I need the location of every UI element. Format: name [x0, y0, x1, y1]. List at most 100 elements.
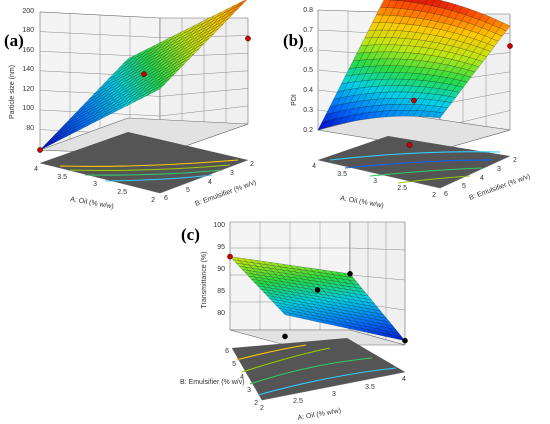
panel-c-z-tick: 90 — [217, 266, 225, 273]
panel-b-x-tick: 3.5 — [337, 171, 347, 178]
panel-a-z-tick: 140 — [22, 66, 34, 73]
panel-b-y-ticks: 6 5 4 3 2 — [444, 157, 517, 198]
panel-c-design-point — [402, 337, 408, 344]
panel-c-y-tick: 4 — [240, 374, 244, 381]
panel-b-z-axis-label: PDI — [291, 94, 298, 106]
panel-a-floor-contour-region — [40, 132, 248, 193]
panel-c-x-ticks: 2 2.5 3 3.5 4 — [260, 376, 406, 412]
panel-c-x-tick: 2 — [260, 405, 264, 412]
panel-b-x-tick: 3 — [373, 178, 377, 185]
panel-c-z-tick: 80 — [217, 310, 225, 317]
panel-a-z-tick: 200 — [22, 8, 34, 15]
panel-a-z-tick: 180 — [22, 27, 34, 34]
panel-a-x-tick: 3.5 — [57, 174, 67, 181]
panel-a-x-ticks: 4 3.5 3 2.5 2 — [34, 166, 155, 204]
panel-c-design-points — [227, 253, 408, 344]
panel-c-y-tick: 3 — [247, 387, 251, 394]
panel-a-x-tick: 4 — [34, 166, 38, 173]
panel-c-design-point — [282, 333, 288, 340]
panel-a-design-point — [245, 35, 251, 42]
panel-c-floor — [229, 329, 406, 346]
panel-c-floor-contours — [235, 344, 397, 396]
panel-b-z-tick: 0.2 — [303, 127, 313, 134]
panel-b-design-point — [406, 142, 413, 148]
panel-b-z-tick: 0.3 — [303, 107, 313, 114]
panel-a-response-surface — [39, 0, 247, 151]
panel-b-z-tick: 0.4 — [303, 87, 313, 94]
panel-c-x-tick: 2.5 — [293, 398, 303, 405]
panel-b-y-tick: 2 — [513, 157, 517, 164]
panel-b-z-tick: 0.8 — [303, 7, 313, 14]
panel-b-surface-cell — [317, 120, 330, 131]
panel-b-x-ticks: 4 3.5 3 2.5 2 — [312, 163, 436, 199]
panel-a-z-tick: 160 — [22, 47, 34, 54]
panel-b-base-frame — [317, 155, 511, 189]
panel-b-label: (b) — [283, 31, 304, 50]
panel-a-z-ticks: 80 100 120 140 160 180 200 — [22, 8, 34, 132]
panel-b-pdi: 0.2 0.3 0.4 0.5 0.6 0.7 0.8 PDI 4 3.5 3 … — [283, 0, 531, 210]
panel-c-design-point — [314, 287, 321, 293]
panel-c-z-tick: 85 — [217, 288, 225, 295]
panel-a-y-tick: 6 — [164, 195, 168, 202]
panel-a-y-tick: 2 — [250, 161, 254, 168]
panel-b-z-tick: 0.7 — [303, 27, 313, 34]
panel-a-x-tick: 3 — [93, 181, 97, 188]
panel-c-y-ticks: 6 5 4 3 2 — [225, 348, 258, 407]
panel-a-base-frame — [39, 159, 249, 194]
panel-b-z-ticks: 0.2 0.3 0.4 0.5 0.6 0.7 0.8 — [303, 7, 313, 134]
panel-b-y-tick: 5 — [462, 183, 466, 190]
panel-a-y-tick: 3 — [230, 170, 234, 177]
panel-c-y-tick: 6 — [225, 348, 229, 355]
panel-c-design-point — [347, 270, 353, 277]
panel-b-y-tick: 4 — [480, 175, 484, 182]
panel-b-z-tick: 0.5 — [303, 67, 313, 74]
panel-a-design-points — [37, 35, 251, 153]
panel-a-x-axis-label: A: Oil (% w/w) — [70, 196, 115, 211]
panel-b-x-tick: 2.5 — [397, 185, 407, 192]
panel-c-z-ticks: 80 85 90 95 100 — [213, 222, 225, 317]
panel-c-design-point — [227, 253, 233, 260]
panel-c-x-tick: 3 — [332, 391, 336, 398]
panel-c-label: (c) — [181, 225, 200, 244]
panel-c-x-tick: 4 — [402, 376, 406, 383]
panel-b-design-points — [406, 43, 513, 148]
panel-c-x-axis-label: A: Oil (% w/w) — [297, 407, 342, 422]
panel-b-x-axis-label: A: Oil (% w/w) — [340, 195, 385, 210]
panel-c-z-axis-label: Transmittance (%) — [201, 252, 208, 309]
panel-a-z-tick: 120 — [22, 86, 34, 93]
panel-a-y-tick: 4 — [208, 179, 212, 186]
panel-b-y-tick: 6 — [444, 191, 448, 198]
panel-a-floor-contours — [59, 159, 239, 182]
panel-c-x-tick: 3.5 — [365, 384, 375, 391]
panel-b-response-surface — [317, 0, 511, 131]
panel-a-label: (a) — [4, 31, 24, 50]
panel-b-x-tick: 4 — [312, 163, 316, 170]
panel-b-y-tick: 3 — [497, 166, 501, 173]
panel-a-z-tick: 80 — [26, 125, 34, 132]
panel-c-response-surface — [229, 256, 406, 341]
panel-c-y-axis-label: B: Emulsifier (% w/v) — [180, 379, 245, 386]
panel-a-y-ticks: 6 5 4 3 2 — [164, 161, 254, 202]
panel-c-y-tick: 2 — [254, 400, 258, 407]
panel-c-transmittance: 80 85 90 95 100 Transmittance (%) 6 5 4 … — [180, 221, 408, 422]
panel-a-z-axis-label: Particle size (nm) — [9, 65, 16, 119]
panel-b-design-point — [507, 43, 513, 49]
panel-b-y-axis-label: B: Emulsifier (% w/v) — [468, 173, 531, 202]
panel-a-design-point — [141, 71, 147, 77]
panel-a-x-tick: 2.5 — [117, 189, 127, 196]
panel-c-z-tick: 100 — [213, 222, 225, 229]
panel-c-z-tick: 95 — [217, 244, 225, 251]
panel-c-floor-contour-region — [232, 338, 405, 400]
panel-c-y-tick: 5 — [232, 361, 236, 368]
panel-b-floor-contours — [329, 151, 501, 184]
panel-a-y-axis-label: B: Emulsifier (% w/v) — [194, 179, 257, 208]
panel-a-z-tick: 100 — [22, 105, 34, 112]
panel-b-z-tick: 0.6 — [303, 47, 313, 54]
panel-a-design-point — [37, 147, 43, 153]
panel-a-x-tick: 2 — [151, 197, 155, 204]
panel-b-x-tick: 2 — [432, 192, 436, 199]
panel-a-y-tick: 5 — [186, 187, 190, 194]
panel-a-particle-size: 80 100 120 140 160 180 200 Particle size… — [4, 0, 257, 211]
panel-c-base-frame — [231, 347, 406, 401]
